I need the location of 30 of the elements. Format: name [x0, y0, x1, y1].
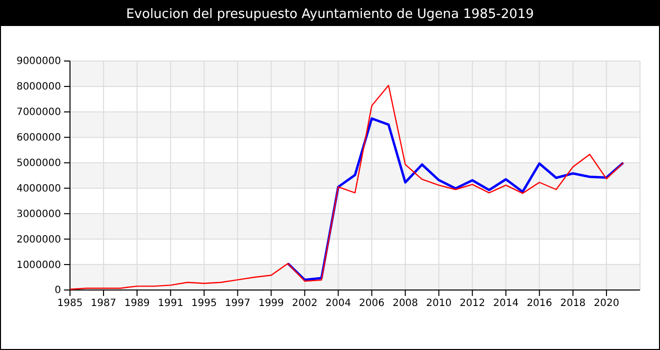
y-tick-label: 9000000: [16, 56, 61, 68]
x-tick-label: 1991: [158, 298, 184, 310]
chart-title: Evolucion del presupuesto Ayuntamiento de Ugena 1985-2019: [126, 7, 534, 22]
x-tick-label: 2016: [526, 298, 552, 310]
y-tick-label: 1000000: [16, 260, 61, 271]
y-tick-label: 2000000: [16, 234, 61, 246]
x-tick-label: 1995: [191, 298, 217, 310]
x-tick-label: 2006: [359, 298, 384, 310]
x-tick-label: 1985: [57, 298, 83, 310]
x-tick-label: 1999: [258, 298, 284, 310]
x-tick-label: 2012: [460, 298, 486, 310]
y-tick-label: 8000000: [16, 82, 61, 93]
x-tick-label: 1989: [124, 298, 150, 310]
x-tick-label: 2004: [326, 298, 351, 310]
x-tick-label: 2018: [560, 298, 586, 310]
line-series: [286, 117, 624, 282]
y-tick-label: 4000000: [16, 183, 61, 194]
x-tick-label: 2002: [292, 298, 318, 310]
x-tick-label: 1997: [224, 298, 250, 310]
y-tick-label: 6000000: [16, 132, 61, 144]
y-tick-label: 0: [54, 285, 61, 296]
y-tick-label: 5000000: [16, 158, 61, 169]
line-series: [69, 84, 624, 290]
x-tick-label: 2014: [493, 298, 519, 310]
x-tick-label: 2010: [426, 298, 452, 310]
y-tick-label: 7000000: [16, 107, 61, 118]
y-tick-label: 3000000: [16, 208, 61, 220]
x-tick-label: 2020: [594, 298, 620, 310]
x-tick-label: 1987: [90, 298, 116, 310]
x-tick-label: 2008: [392, 298, 418, 310]
